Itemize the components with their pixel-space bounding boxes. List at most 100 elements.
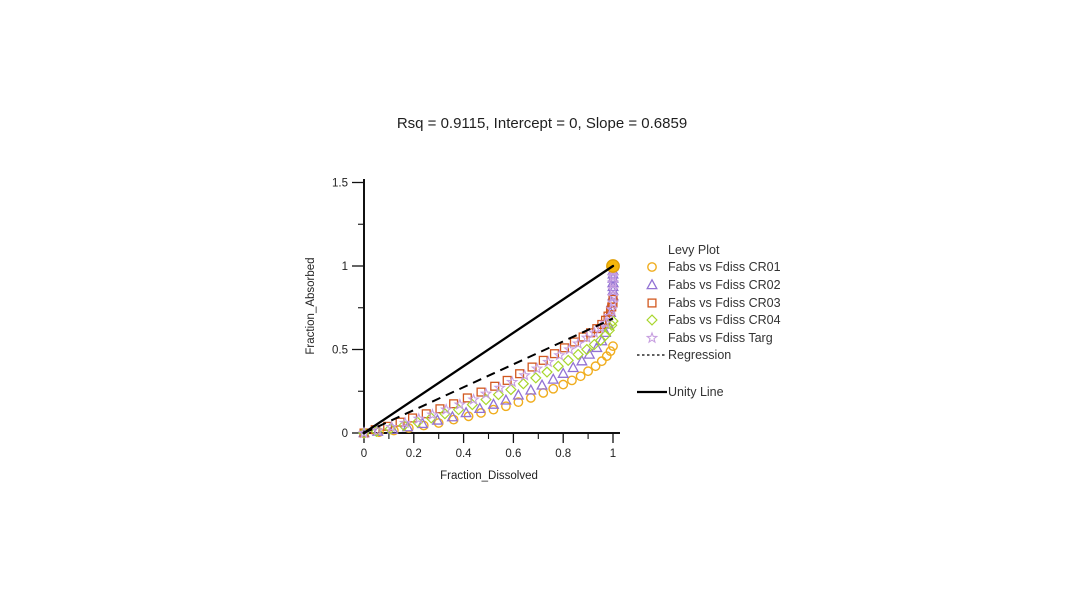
triangle-marker-icon (487, 398, 500, 409)
diamond-marker-icon (646, 314, 658, 326)
regression-line (363, 317, 614, 434)
series-diamond (358, 315, 619, 439)
legend-label-cr02: Fabs vs Fdiss CR02 (668, 277, 781, 292)
dashed-line-icon (637, 354, 667, 356)
x-axis-label: Fraction_Dissolved (440, 470, 538, 482)
triangle-marker-icon (446, 410, 459, 422)
star-marker-icon (467, 393, 480, 405)
circle-marker-icon (488, 404, 499, 415)
square-marker-icon (569, 337, 579, 347)
y-tick-label: 0.5 (332, 345, 348, 357)
y-tick-label: 0 (342, 428, 348, 440)
square-marker-icon (647, 298, 657, 308)
triangle-marker-icon (536, 378, 548, 390)
legend-item-regression: Regression (636, 347, 781, 365)
circle-marker-icon (605, 346, 616, 357)
series-circle (359, 341, 618, 438)
star-marker-icon (563, 342, 576, 355)
star-marker-icon (518, 368, 531, 381)
y-axis-label: Fraction_Absorbed (305, 257, 317, 355)
triangle-marker-icon (590, 341, 603, 353)
triangle-marker-icon (401, 420, 414, 432)
star-marker-icon (542, 355, 555, 368)
legend-item-targ: Fabs vs Fdiss Targ (636, 329, 781, 347)
plot-title: Rsq = 0.9115, Intercept = 0, Slope = 0.6… (396, 115, 688, 132)
triangle-marker-icon (646, 278, 658, 290)
x-tick-label: 0 (361, 448, 367, 460)
square-marker-icon (449, 399, 459, 409)
star-marker-icon (530, 362, 544, 375)
y-tick-label: 1.5 (332, 178, 348, 190)
circle-marker-icon (513, 397, 524, 408)
triangle-marker-icon (473, 402, 486, 414)
circle-marker-icon (538, 388, 549, 398)
x-tick-label: 0.2 (406, 448, 422, 460)
triangle-marker-icon (460, 406, 472, 418)
square-marker-icon (435, 404, 445, 414)
triangle-marker-icon (524, 383, 537, 395)
triangle-marker-icon (567, 361, 580, 373)
y-tick-label: 1 (342, 261, 348, 273)
star-marker-icon (505, 375, 519, 388)
star-marker-icon (412, 412, 426, 425)
legend-title: Levy Plot (668, 242, 720, 257)
star-marker-icon (493, 381, 506, 394)
legend: Levy Plot Fabs vs Fdiss CR01 Fabs vs Fdi… (636, 241, 781, 401)
x-tick-label: 0.8 (555, 448, 571, 460)
legend-item-cr03: Fabs vs Fdiss CR03 (636, 294, 781, 312)
star-marker-icon (571, 337, 585, 349)
star-marker-icon (580, 331, 594, 344)
legend-item-cr01: Fabs vs Fdiss CR01 (636, 259, 781, 277)
circle-marker-icon (647, 262, 657, 273)
diamond-marker-icon (492, 388, 505, 401)
circle-marker-icon (590, 361, 601, 372)
legend-title-row: Levy Plot (636, 241, 781, 259)
diamond-marker-icon (552, 360, 564, 372)
x-tick-label: 1 (610, 448, 616, 460)
star-marker-icon (439, 403, 453, 415)
diamond-marker-icon (581, 343, 593, 356)
star-marker-icon (385, 420, 398, 433)
circle-marker-icon (647, 262, 657, 273)
star-marker-icon (645, 331, 659, 344)
legend-label-cr01: Fabs vs Fdiss CR01 (668, 260, 781, 275)
star-marker-icon (479, 387, 493, 400)
triangle-marker-icon (500, 393, 512, 405)
legend-item-unity: Unity Line (636, 383, 781, 401)
legend-label-unity: Unity Line (668, 384, 724, 399)
diamond-marker-icon (599, 329, 612, 342)
diamond-marker-icon (541, 366, 553, 378)
diamond-marker-icon (562, 354, 574, 367)
circle-marker-icon (583, 366, 593, 377)
circle-marker-icon (548, 383, 559, 394)
diamond-marker-icon (572, 348, 584, 361)
circle-marker-icon (558, 379, 569, 390)
triangle-marker-icon (646, 278, 658, 290)
solid-line-icon (637, 390, 667, 394)
diamond-marker-icon (517, 377, 530, 390)
star-marker-icon (606, 269, 620, 282)
star-marker-icon (645, 331, 659, 344)
star-marker-icon (426, 408, 439, 420)
star-marker-icon (605, 302, 619, 315)
triangle-marker-icon (416, 417, 429, 429)
circle-marker-icon (525, 393, 536, 403)
square-marker-icon (608, 294, 618, 304)
diamond-marker-icon (646, 314, 658, 326)
legend-label-regression: Regression (668, 348, 732, 363)
x-tick-label: 0.4 (456, 448, 473, 460)
circle-marker-icon (575, 371, 586, 382)
legend-item-cr02: Fabs vs Fdiss CR02 (636, 276, 781, 294)
unity-line (362, 264, 615, 435)
star-marker-icon (398, 416, 412, 429)
triangle-marker-icon (512, 388, 525, 400)
legend-title-spacer (636, 242, 668, 258)
square-marker-icon (647, 298, 657, 308)
circle-marker-icon (596, 356, 607, 367)
circle-marker-icon (567, 375, 577, 386)
legend-label-cr03: Fabs vs Fdiss CR03 (668, 295, 781, 310)
star-marker-icon (599, 316, 612, 329)
square-marker-icon (383, 421, 393, 431)
